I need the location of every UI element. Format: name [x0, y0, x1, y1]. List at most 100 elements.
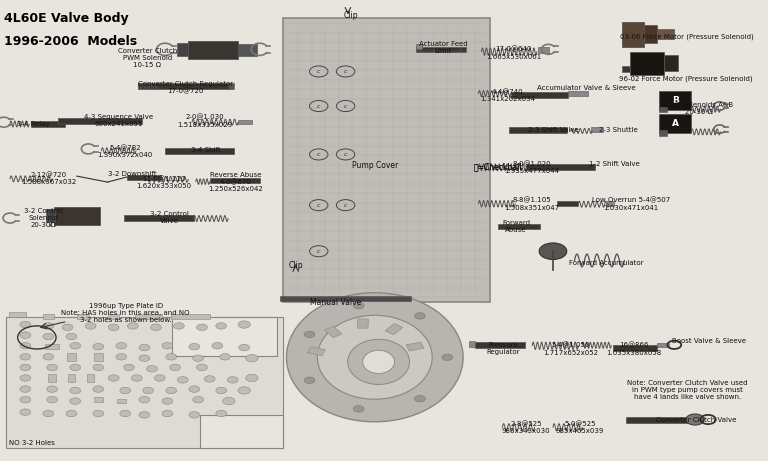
- Circle shape: [193, 355, 204, 361]
- Bar: [511, 91, 568, 97]
- Text: 2-12@720
1.588x367x032: 2-12@720 1.588x367x032: [21, 171, 76, 185]
- Text: 4-3 Sequence Valve
600x241x051: 4-3 Sequence Valve 600x241x051: [84, 114, 154, 127]
- Circle shape: [93, 386, 104, 392]
- Text: 4-4@740
1.341x262x034: 4-4@740 1.341x262x034: [480, 89, 535, 102]
- Bar: [591, 127, 603, 132]
- Circle shape: [442, 354, 452, 361]
- Bar: [238, 120, 252, 124]
- Bar: [622, 22, 644, 47]
- Bar: [210, 178, 260, 183]
- Text: A: A: [671, 119, 679, 128]
- Circle shape: [70, 364, 81, 371]
- Circle shape: [20, 396, 31, 403]
- Ellipse shape: [362, 350, 395, 373]
- Text: 2-8@525
980x343x030: 2-8@525 980x343x030: [502, 420, 551, 434]
- Bar: [626, 417, 689, 422]
- Text: 3-2 Control
Valve: 3-2 Control Valve: [150, 211, 188, 224]
- Circle shape: [20, 364, 31, 371]
- Bar: [357, 319, 369, 328]
- Bar: [613, 345, 657, 350]
- Circle shape: [151, 324, 161, 331]
- Circle shape: [20, 354, 31, 360]
- Text: Converter Clutch Valve: Converter Clutch Valve: [657, 416, 737, 423]
- Bar: [45, 344, 59, 349]
- Circle shape: [131, 375, 142, 381]
- Bar: [416, 44, 422, 49]
- Circle shape: [154, 375, 165, 381]
- Circle shape: [66, 333, 77, 340]
- Circle shape: [304, 377, 315, 384]
- Circle shape: [415, 313, 425, 319]
- Circle shape: [246, 355, 258, 362]
- Text: c: c: [317, 69, 320, 74]
- Circle shape: [47, 364, 58, 371]
- Circle shape: [212, 343, 223, 349]
- Bar: [280, 296, 411, 301]
- Circle shape: [189, 412, 200, 418]
- Bar: [659, 107, 667, 112]
- Text: c: c: [344, 152, 347, 157]
- Bar: [307, 347, 326, 356]
- Ellipse shape: [286, 293, 463, 422]
- Text: 96-02 Force Motor (Pressure Solenoid): 96-02 Force Motor (Pressure Solenoid): [619, 75, 753, 82]
- Text: c: c: [344, 104, 347, 108]
- Bar: [188, 41, 238, 59]
- Circle shape: [162, 398, 173, 404]
- Bar: [657, 29, 674, 39]
- Circle shape: [20, 386, 31, 392]
- Text: 5-0@525
985x465x039: 5-0@525 985x465x039: [556, 420, 604, 434]
- Text: c: c: [344, 203, 347, 207]
- Text: Low Overrun 5-4@507
1.030x471x041: Low Overrun 5-4@507 1.030x471x041: [592, 197, 670, 211]
- Bar: [469, 341, 475, 347]
- Text: 2-3 Shuttle: 2-3 Shuttle: [599, 127, 637, 133]
- Bar: [416, 47, 466, 52]
- Text: Converter Clutch
PWM Solenoid
10-15 Ω: Converter Clutch PWM Solenoid 10-15 Ω: [118, 47, 177, 68]
- Circle shape: [216, 387, 227, 394]
- Text: 3-4 Relay: 3-4 Relay: [18, 121, 50, 128]
- Circle shape: [166, 354, 177, 360]
- Text: Pressure
Regulator: Pressure Regulator: [486, 343, 520, 355]
- Text: Shift Solenoids A&B
20-30 Ω: Shift Solenoids A&B 20-30 Ω: [664, 102, 733, 115]
- Circle shape: [108, 324, 119, 331]
- Circle shape: [197, 364, 207, 371]
- Bar: [58, 118, 142, 124]
- Text: ⓒ=Checkball: ⓒ=Checkball: [473, 162, 522, 171]
- Text: 1996up Type Plate ID
Note: HAS holes in this area, and NO
3-2 holes as shown bel: 1996up Type Plate ID Note: HAS holes in …: [61, 302, 190, 323]
- Circle shape: [139, 355, 150, 361]
- Text: Note: Converter Clutch Valve used
in PWM type pump covers must
have 4 lands like: Note: Converter Clutch Valve used in PWM…: [627, 379, 747, 400]
- Circle shape: [227, 377, 238, 383]
- Bar: [6, 317, 283, 448]
- Circle shape: [197, 324, 207, 331]
- Text: 1996-2006  Models: 1996-2006 Models: [4, 35, 137, 47]
- Text: 5-4@782
1.390x372x040: 5-4@782 1.390x372x040: [98, 144, 153, 158]
- Circle shape: [223, 397, 235, 405]
- Circle shape: [116, 354, 127, 360]
- Circle shape: [139, 396, 150, 403]
- Circle shape: [43, 410, 54, 417]
- Bar: [238, 44, 257, 56]
- Bar: [385, 324, 403, 335]
- Circle shape: [246, 374, 258, 382]
- Text: B: B: [672, 96, 678, 105]
- Bar: [557, 201, 578, 206]
- Bar: [94, 353, 103, 361]
- Circle shape: [216, 410, 227, 417]
- Ellipse shape: [348, 339, 409, 384]
- Text: c: c: [317, 104, 320, 108]
- Circle shape: [70, 398, 81, 404]
- Bar: [475, 342, 525, 348]
- Bar: [108, 314, 120, 319]
- Bar: [31, 121, 65, 127]
- Circle shape: [539, 243, 567, 260]
- Circle shape: [47, 386, 58, 392]
- Circle shape: [20, 409, 31, 415]
- Circle shape: [174, 323, 184, 329]
- Text: Clip: Clip: [343, 11, 359, 20]
- Circle shape: [143, 387, 154, 394]
- Circle shape: [43, 323, 54, 329]
- Bar: [124, 214, 194, 220]
- Text: 16@866
1.035x380x058: 16@866 1.035x380x058: [606, 342, 661, 356]
- Circle shape: [43, 333, 54, 340]
- Circle shape: [204, 376, 215, 382]
- Circle shape: [166, 387, 177, 394]
